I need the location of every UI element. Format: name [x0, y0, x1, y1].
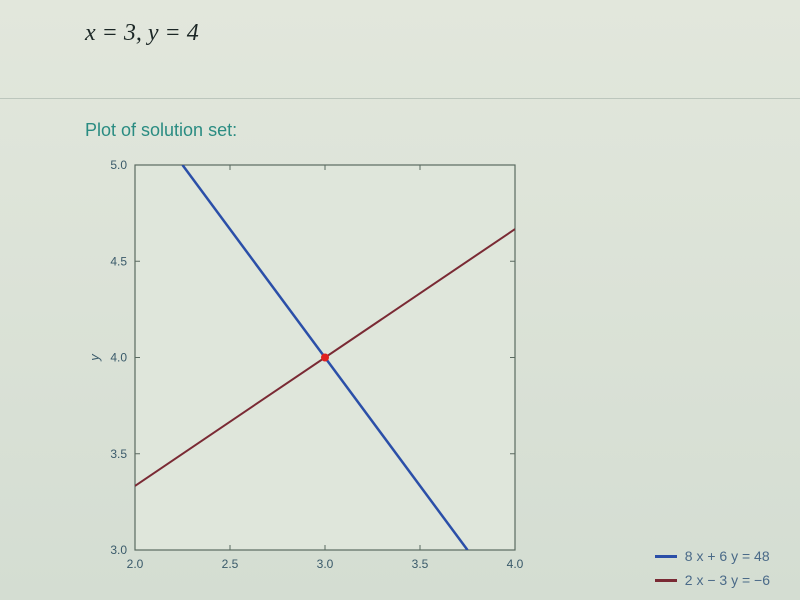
- legend: 8 x + 6 y = 48 2 x − 3 y = −6: [655, 540, 770, 588]
- svg-text:3.5: 3.5: [110, 447, 127, 461]
- svg-text:3.5: 3.5: [412, 557, 429, 571]
- legend-label-1: 8 x + 6 y = 48: [685, 548, 770, 564]
- svg-text:3.0: 3.0: [317, 557, 334, 571]
- page: x = 3, y = 4 Plot of solution set: 2.02.…: [0, 0, 800, 600]
- plot-area: 2.0 2.5 3.0 3.5 4.0 3.0 3.5 4.0 4.5 5.0 y: [85, 155, 525, 585]
- svg-text:2.0: 2.0: [127, 557, 144, 571]
- divider: [0, 98, 800, 99]
- legend-item-1: 8 x + 6 y = 48: [655, 548, 770, 564]
- svg-text:4.0: 4.0: [110, 351, 127, 365]
- solution-text: x = 3, y = 4: [85, 20, 199, 47]
- legend-item-2: 2 x − 3 y = −6: [655, 572, 770, 588]
- legend-swatch-2: [655, 579, 677, 582]
- svg-text:4.0: 4.0: [507, 557, 524, 571]
- svg-text:y: y: [87, 353, 102, 362]
- plot-title: Plot of solution set:: [85, 120, 237, 141]
- chart-svg: 2.0 2.5 3.0 3.5 4.0 3.0 3.5 4.0 4.5 5.0 y: [85, 155, 525, 585]
- svg-text:3.0: 3.0: [110, 543, 127, 557]
- svg-text:4.5: 4.5: [110, 254, 127, 268]
- legend-swatch-1: [655, 555, 677, 558]
- legend-label-2: 2 x − 3 y = −6: [685, 572, 770, 588]
- svg-text:5.0: 5.0: [110, 158, 127, 172]
- svg-text:2.5: 2.5: [222, 557, 239, 571]
